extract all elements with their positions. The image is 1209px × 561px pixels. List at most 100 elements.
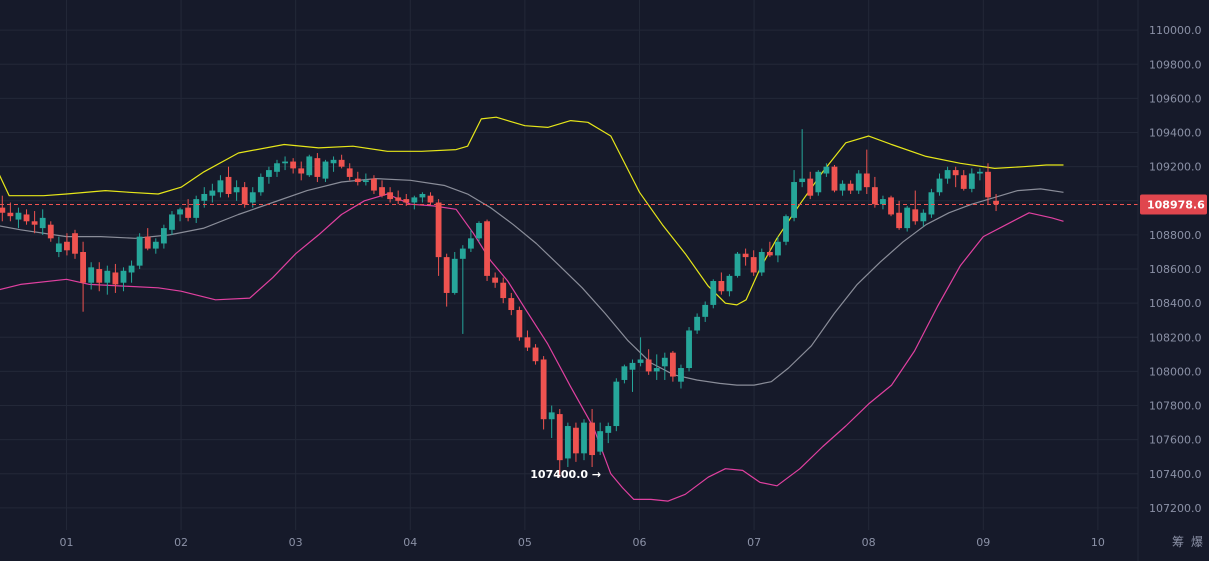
- candle-body: [564, 426, 571, 459]
- candle: [936, 173, 943, 196]
- middle-band-line: [0, 178, 1064, 386]
- candle-body: [556, 414, 563, 461]
- candle-body: [459, 248, 466, 259]
- candle: [104, 265, 111, 295]
- candle-body: [750, 257, 757, 273]
- candle: [742, 248, 749, 266]
- candle: [257, 173, 264, 196]
- candle-body: [888, 197, 894, 215]
- candle: [241, 182, 248, 208]
- candle: [330, 156, 337, 172]
- candle-body: [233, 187, 240, 193]
- candle: [362, 173, 369, 186]
- candle: [354, 171, 361, 186]
- candle-body: [573, 427, 579, 454]
- candle: [686, 327, 692, 372]
- candle: [152, 238, 159, 254]
- candle-body: [645, 359, 652, 372]
- y-tick-label: 107400.0: [1149, 468, 1202, 481]
- candle: [807, 171, 814, 200]
- candle-body: [734, 253, 741, 276]
- candle: [702, 301, 709, 322]
- candle: [233, 180, 240, 201]
- x-tick-label: 07: [747, 536, 761, 549]
- candle: [621, 364, 628, 384]
- candle-body: [23, 214, 30, 222]
- candle-body: [144, 236, 151, 249]
- candle-body: [104, 270, 111, 283]
- low-price-annotation: 107400.0 →: [530, 468, 601, 481]
- candle: [379, 180, 385, 198]
- candle: [645, 349, 652, 375]
- candle: [597, 422, 604, 456]
- x-tick-label: 01: [59, 536, 73, 549]
- candle: [266, 166, 272, 184]
- candle: [863, 149, 870, 194]
- candle-body: [597, 431, 604, 452]
- candle: [556, 408, 563, 478]
- candle-body: [330, 159, 337, 164]
- candle: [459, 245, 466, 334]
- candle-body: [128, 265, 135, 273]
- candle-body: [15, 212, 22, 220]
- candle: [225, 166, 232, 198]
- candle: [338, 154, 345, 169]
- candle-body: [783, 216, 789, 242]
- candle: [371, 175, 377, 194]
- candle: [532, 344, 539, 365]
- candle-body: [209, 190, 216, 196]
- candle-body: [823, 166, 830, 174]
- x-tick-label: 06: [632, 536, 646, 549]
- candle: [72, 229, 78, 259]
- candle-body: [241, 187, 248, 205]
- candle-body: [47, 224, 54, 239]
- corner-label: 爆: [1191, 535, 1203, 549]
- candle-body: [968, 173, 975, 189]
- annotation: 107400.0 →: [530, 468, 601, 481]
- candle-body: [387, 192, 394, 200]
- lower-band-line: [0, 193, 1064, 502]
- candle-body: [775, 241, 781, 256]
- candle-body: [282, 161, 288, 164]
- candle: [112, 263, 119, 293]
- candle: [548, 405, 555, 438]
- candle-body: [217, 180, 224, 193]
- candle-body: [290, 161, 297, 169]
- candle: [500, 277, 507, 304]
- candle: [15, 207, 22, 229]
- candle: [758, 248, 765, 276]
- candle: [952, 166, 959, 188]
- candle-body: [944, 170, 951, 179]
- candle: [605, 422, 612, 444]
- candle: [169, 211, 175, 235]
- y-axis: 107200.0 107400.0 107600.0 107800.0 108000.0…: [1149, 24, 1202, 515]
- candle: [0, 195, 6, 222]
- y-tick-label: 108000.0: [1149, 365, 1202, 378]
- y-tick-label: 107600.0: [1149, 434, 1202, 447]
- candle-body: [710, 281, 717, 305]
- candle-body: [669, 352, 676, 377]
- candle-body: [169, 214, 175, 230]
- candle-body: [952, 170, 959, 176]
- candle: [403, 193, 410, 206]
- candle-body: [427, 195, 434, 203]
- candle-body: [702, 304, 709, 317]
- candle-body: [799, 178, 806, 183]
- candle: [815, 170, 822, 196]
- candle-body: [395, 197, 402, 201]
- candle: [750, 250, 757, 276]
- candle-body: [742, 253, 749, 258]
- candle-body: [467, 238, 474, 249]
- candle-body: [306, 156, 313, 176]
- candle: [613, 378, 620, 432]
- x-tick-label: 10: [1091, 536, 1105, 549]
- candle: [637, 337, 644, 367]
- candle-body: [354, 178, 361, 183]
- candle-body: [807, 178, 814, 196]
- candle: [298, 161, 305, 181]
- candle: [177, 207, 183, 222]
- candle-body: [64, 241, 70, 251]
- candle: [411, 195, 418, 210]
